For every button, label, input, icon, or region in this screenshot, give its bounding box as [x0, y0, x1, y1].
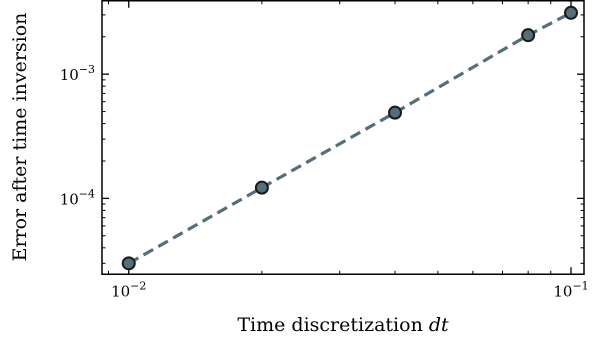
y-tick-label-exponent: −3 — [79, 63, 95, 76]
y-axis-label: Error after time inversion — [9, 13, 31, 262]
minor-ticks — [102, 0, 584, 275]
data-point — [121, 256, 136, 271]
tick-labels: 10−2 10−110−410−3 — [60, 63, 589, 300]
y-tick-label-base: 10 — [60, 190, 79, 208]
x-tick-label-base: 10 — [111, 282, 130, 300]
x-axis-label: Time discretization dt — [237, 314, 449, 336]
x-tick-label: 10−2 — [111, 279, 146, 300]
data-point — [521, 28, 536, 43]
x-tick-label: 10−1 — [553, 279, 588, 300]
series-line — [127, 11, 572, 265]
x-axis-label-variable: dt — [429, 314, 449, 336]
y-tick-label-base: 10 — [60, 66, 79, 84]
y-tick-label-exponent: −4 — [79, 187, 95, 200]
x-axis-label-text: Time discretization — [237, 314, 422, 336]
data-point — [564, 5, 579, 20]
x-tick-label-base: 10 — [553, 282, 572, 300]
major-ticks — [102, 0, 584, 275]
data-point — [388, 105, 403, 120]
x-tick-label-exponent: −2 — [130, 279, 146, 292]
plot-frame — [101, 0, 585, 275]
x-tick-label-exponent: −1 — [572, 279, 588, 292]
y-tick-label: 10−3 — [60, 63, 95, 84]
y-tick-label: 10−4 — [60, 187, 95, 208]
series-layer — [121, 5, 579, 271]
data-point — [254, 180, 269, 195]
